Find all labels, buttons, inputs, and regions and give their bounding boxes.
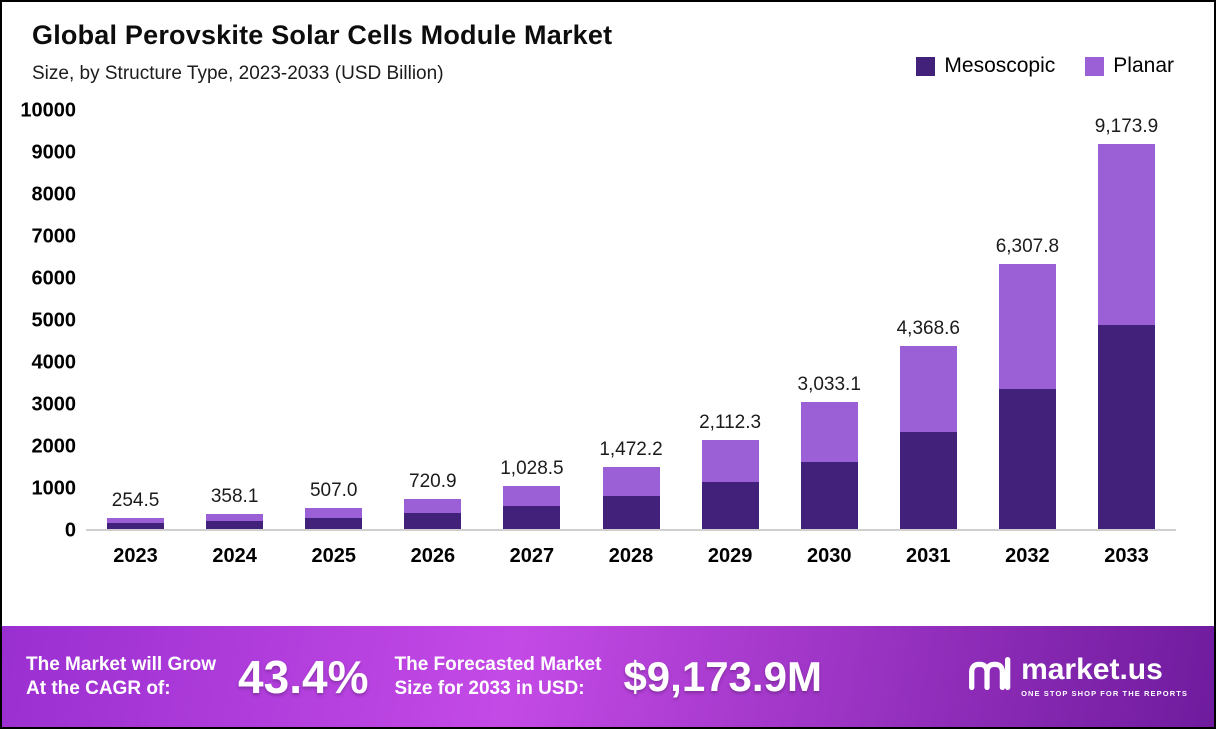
bar-total-label: 6,307.8 — [995, 236, 1060, 258]
forecast-label: The Forecasted Market Size for 2033 in U… — [394, 653, 601, 701]
cagr-label: The Market will Grow At the CAGR of: — [26, 653, 216, 701]
x-tick-label: 2028 — [608, 545, 654, 567]
bar-column: 507.0 — [284, 111, 383, 529]
bar-total-label: 9,173.9 — [1094, 115, 1159, 137]
chart-titles: Global Perovskite Solar Cells Module Mar… — [32, 20, 612, 85]
bar-total-label: 720.9 — [409, 470, 457, 492]
y-tick-label: 3000 — [31, 393, 77, 416]
bar-segment-planar — [404, 498, 462, 513]
bar-segment-mesoscopic — [305, 517, 363, 529]
x-tick-label: 2023 — [113, 545, 158, 567]
bar-segment-planar — [701, 440, 759, 482]
bar-column: 4,368.6 — [879, 111, 978, 529]
bar-segment-planar — [602, 467, 660, 497]
bar-total-label: 507.0 — [309, 479, 358, 501]
bar-total-label: 2,112.3 — [699, 412, 762, 434]
bar-column: 1,472.2 — [581, 111, 680, 529]
bar-segment-planar — [206, 513, 264, 522]
legend-swatch — [1085, 56, 1105, 76]
brand-tagline: ONE STOP SHOP FOR THE REPORTS — [1021, 689, 1188, 698]
market-us-logo-icon — [965, 651, 1011, 702]
bar-column: 358.1 — [185, 111, 284, 529]
y-axis: 10000 9000 8000 7000 6000 5000 4000 3000 2000 100… — [12, 100, 86, 542]
bar-column: 720.9 — [383, 111, 482, 529]
brand-text: market.us ONE STOP SHOP FOR THE REPORTS — [1021, 653, 1188, 699]
x-tick-label: 2031 — [906, 545, 951, 567]
bar-segment-planar — [305, 507, 363, 518]
bar-segment-planar — [899, 345, 957, 432]
bar-segment-mesoscopic — [701, 481, 759, 529]
brand-name: market.us — [1021, 653, 1163, 686]
chart-title: Global Perovskite Solar Cells Module Mar… — [32, 20, 613, 50]
forecast-label-line1: The Forecasted Market — [394, 653, 602, 675]
bar-segment-mesoscopic — [404, 512, 462, 529]
forecast-label-line2: Size for 2033 in USD: — [394, 677, 585, 699]
brand-logo: market.us ONE STOP SHOP FOR THE REPORTS — [965, 651, 1188, 702]
bar-total-label: 358.1 — [210, 485, 259, 507]
bar-total-label: 4,368.6 — [896, 317, 960, 339]
bar-segment-mesoscopic — [1097, 324, 1155, 529]
forecast-value: $9,173.9M — [623, 652, 822, 700]
bar-segment-mesoscopic — [107, 523, 165, 529]
bar-column: 6,307.8 — [978, 111, 1077, 529]
bar-segment-planar — [998, 264, 1056, 389]
x-axis: 2023 2024 2025 2026 2027 2028 2029 2030 2031 2032… — [86, 531, 1176, 568]
x-tick-label: 2025 — [311, 545, 356, 567]
y-tick-label: 6000 — [31, 267, 77, 290]
bar-total-label: 1,472.2 — [599, 439, 663, 461]
y-tick-label: 9000 — [31, 141, 77, 164]
bar-segment-planar — [1097, 143, 1155, 325]
legend-item-planar: Planar — [1085, 54, 1174, 78]
y-tick-label: 2000 — [31, 435, 77, 458]
bar-column: 1,028.5 — [482, 111, 581, 529]
y-tick-label: 8000 — [31, 183, 77, 206]
plot-area: 254.5 358.1 507.0 720.9 1,028.5 1,472.2 2,112.… — [86, 111, 1176, 531]
x-tick-label: 2026 — [410, 545, 456, 567]
bar-total-label: 3,033.1 — [797, 373, 861, 395]
x-tick-label: 2027 — [509, 545, 555, 567]
bar-segment-mesoscopic — [899, 431, 957, 529]
bar-segment-mesoscopic — [503, 506, 561, 529]
bar-segment-planar — [503, 485, 561, 507]
y-tick-label: 5000 — [31, 309, 77, 332]
y-tick-label: 10000 — [20, 99, 76, 122]
chart-header: Global Perovskite Solar Cells Module Mar… — [2, 2, 1214, 85]
footer-banner: The Market will Grow At the CAGR of: 43.… — [2, 626, 1214, 727]
bar-column: 9,173.9 — [1077, 111, 1176, 529]
x-tick-label: 2033 — [1104, 545, 1149, 567]
chart-area: 10000 9000 8000 7000 6000 5000 4000 3000 2000 100… — [2, 85, 1214, 626]
bar-total-label: 1,028.5 — [500, 457, 564, 479]
legend: Mesoscopic Planar — [916, 54, 1174, 78]
x-tick-label: 2030 — [806, 545, 852, 567]
legend-item-mesoscopic: Mesoscopic — [916, 54, 1055, 78]
legend-swatch — [916, 56, 936, 76]
bar-total-label: 254.5 — [111, 490, 160, 512]
legend-label: Planar — [1113, 54, 1174, 77]
bar-segment-mesoscopic — [602, 496, 660, 529]
y-tick-label: 7000 — [31, 225, 77, 248]
y-tick-label: 1000 — [31, 477, 77, 500]
plot-column: 254.5 358.1 507.0 720.9 1,028.5 1,472.2 2,112.… — [86, 111, 1176, 626]
bar-segment-mesoscopic — [998, 388, 1056, 529]
bar-segment-mesoscopic — [800, 461, 858, 529]
y-tick-label: 4000 — [31, 351, 77, 374]
bar-column: 254.5 — [86, 111, 185, 529]
chart-subtitle: Size, by Structure Type, 2023-2033 (USD … — [32, 63, 444, 84]
x-tick-label: 2032 — [1005, 545, 1050, 567]
bar-column: 3,033.1 — [780, 111, 879, 529]
legend-label: Mesoscopic — [944, 54, 1056, 77]
y-tick-label: 0 — [64, 519, 76, 542]
bar-segment-planar — [107, 518, 165, 524]
x-tick-label: 2024 — [212, 545, 257, 567]
bar-segment-planar — [800, 401, 858, 462]
bar-segment-mesoscopic — [206, 521, 264, 529]
cagr-label-line1: The Market will Grow — [26, 653, 217, 675]
x-tick-label: 2029 — [707, 545, 753, 567]
bar-column: 2,112.3 — [681, 111, 780, 529]
cagr-value: 43.4% — [238, 650, 369, 703]
cagr-label-line2: At the CAGR of: — [26, 677, 171, 699]
